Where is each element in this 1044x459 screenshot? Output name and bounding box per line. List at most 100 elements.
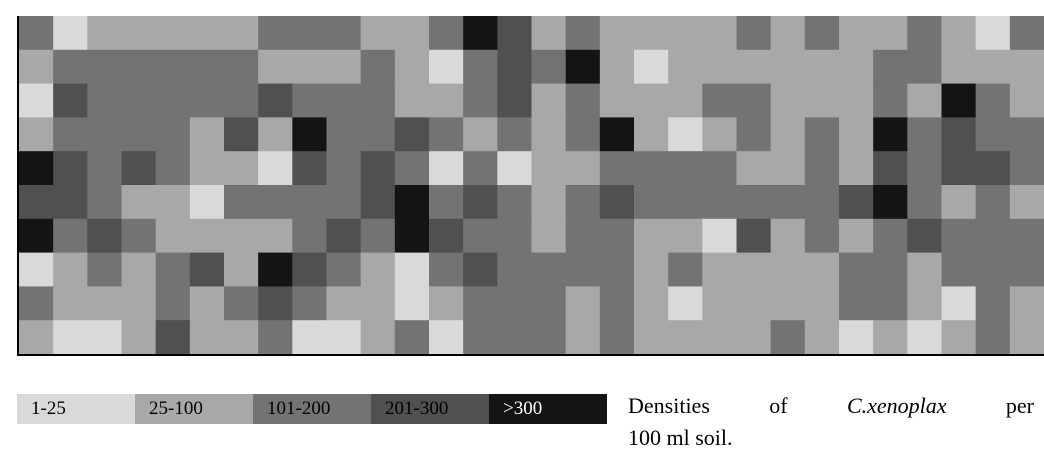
heatmap-cell: [599, 83, 635, 118]
heatmap-cell: [360, 252, 396, 287]
heatmap-cell: [1009, 252, 1044, 287]
heatmap-cell: [804, 185, 840, 220]
heatmap-cell: [497, 286, 533, 321]
heatmap-cell: [189, 83, 225, 118]
heatmap-cell: [531, 151, 567, 186]
heatmap-cell: [87, 286, 123, 321]
heatmap-cell: [53, 83, 88, 118]
heatmap-cell: [702, 151, 738, 186]
caption: Densities of C.xenoplax per 100 ml soil.: [628, 390, 1034, 454]
heatmap-cell: [224, 218, 259, 254]
heatmap-cell: [702, 16, 738, 51]
heatmap-cell: [121, 117, 157, 152]
heatmap-cell: [360, 185, 396, 220]
heatmap-cell: [292, 185, 328, 220]
heatmap-cell: [736, 117, 772, 152]
heatmap-cell: [634, 218, 669, 254]
heatmap-cell: [360, 117, 396, 152]
heatmap-cell: [394, 16, 430, 51]
heatmap-cell: [770, 252, 806, 287]
heatmap-cell: [258, 218, 293, 254]
heatmap-cell: [873, 117, 908, 152]
heatmap-cell: [599, 252, 635, 287]
heatmap-cell: [87, 218, 123, 254]
heatmap-cell: [121, 16, 157, 51]
heatmap-cell: [189, 218, 225, 254]
heatmap-cell: [394, 252, 430, 287]
heatmap-cell: [873, 16, 908, 51]
heatmap-cell: [87, 320, 123, 354]
heatmap-cell: [87, 49, 123, 85]
heatmap-cell: [429, 218, 464, 254]
heatmap-cell: [258, 83, 293, 118]
heatmap-cell: [429, 252, 464, 287]
heatmap-cell: [292, 49, 328, 85]
heatmap-cell: [531, 252, 567, 287]
heatmap-cell: [804, 117, 840, 152]
heatmap-cell: [634, 49, 669, 85]
heatmap-cell: [599, 320, 635, 354]
heatmap-cell: [19, 151, 54, 186]
heatmap-cell: [53, 185, 88, 220]
heatmap-cell: [839, 320, 874, 354]
heatmap-cell: [189, 286, 225, 321]
heatmap-cell: [907, 185, 943, 220]
heatmap-cell: [429, 83, 464, 118]
caption-word: per: [1005, 393, 1034, 418]
heatmap-cell: [975, 218, 1011, 254]
heatmap-cell: [258, 16, 293, 51]
heatmap-cell: [839, 185, 874, 220]
heatmap-cell: [87, 16, 123, 51]
heatmap-cell: [360, 49, 396, 85]
heatmap-cell: [87, 252, 123, 287]
legend: 1-25 25-100 101-200 201-300 >300: [17, 394, 607, 424]
heatmap-cell: [634, 286, 669, 321]
heatmap-cell: [497, 49, 533, 85]
heatmap-cell: [463, 286, 498, 321]
heatmap-cell: [668, 252, 703, 287]
heatmap-cell: [463, 218, 498, 254]
heatmap-cell: [497, 185, 533, 220]
heatmap-cell: [53, 16, 88, 51]
heatmap-cell: [804, 49, 840, 85]
heatmap-cell: [804, 83, 840, 118]
heatmap-cell: [736, 320, 772, 354]
heatmap-cell: [292, 151, 328, 186]
heatmap-cell: [292, 320, 328, 354]
heatmap-cell: [189, 49, 225, 85]
heatmap-cell: [155, 286, 191, 321]
heatmap-cell: [975, 16, 1011, 51]
heatmap-cell: [941, 49, 977, 85]
heatmap-cell: [941, 83, 977, 118]
heatmap-cell: [531, 83, 567, 118]
heatmap-cell: [19, 83, 54, 118]
heatmap-cell: [53, 218, 88, 254]
heatmap-cell: [702, 49, 738, 85]
heatmap-cell: [463, 117, 498, 152]
heatmap-cell: [565, 185, 601, 220]
heatmap-cell: [121, 83, 157, 118]
heatmap-cell: [155, 218, 191, 254]
heatmap-cell: [429, 286, 464, 321]
heatmap-cell: [839, 83, 874, 118]
heatmap-cell: [804, 16, 840, 51]
heatmap-cell: [702, 286, 738, 321]
heatmap-cell: [19, 185, 54, 220]
heatmap-cell: [497, 218, 533, 254]
heatmap-cell: [429, 320, 464, 354]
heatmap-cell: [258, 49, 293, 85]
heatmap-cell: [497, 320, 533, 354]
heatmap-cell: [121, 151, 157, 186]
heatmap-cell: [599, 286, 635, 321]
heatmap-cell: [668, 218, 703, 254]
heatmap-cell: [941, 151, 977, 186]
heatmap-cell: [326, 286, 362, 321]
heatmap-cell: [394, 49, 430, 85]
heatmap-cell: [189, 117, 225, 152]
heatmap-cell: [463, 16, 498, 51]
heatmap-cell: [258, 151, 293, 186]
heatmap-cell: [463, 185, 498, 220]
legend-item-over-300: >300: [489, 394, 607, 424]
heatmap-cell: [463, 49, 498, 85]
heatmap-cell: [326, 117, 362, 152]
